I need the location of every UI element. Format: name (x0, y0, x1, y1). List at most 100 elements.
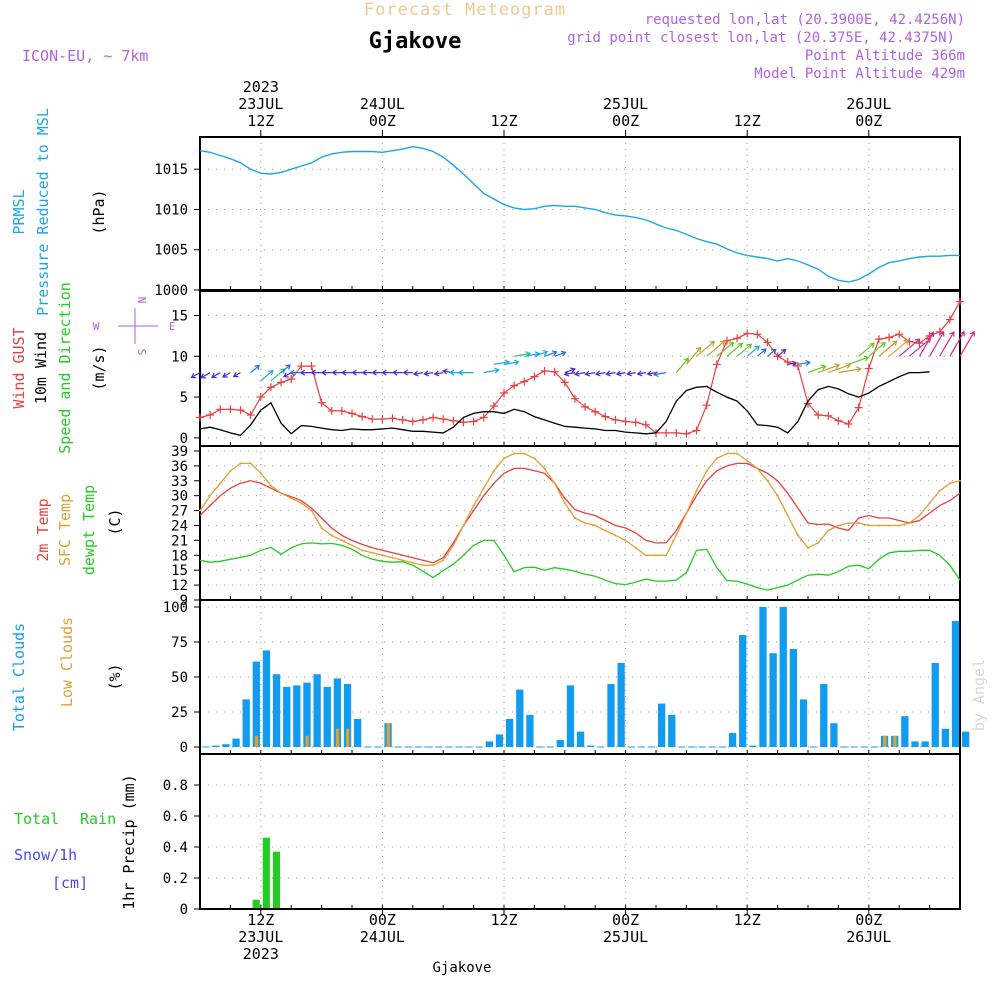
temp-sfc-point (705, 469, 708, 472)
wind-label-unit: (m/s) (90, 345, 108, 390)
gust-point (439, 415, 448, 424)
total-clouds-bar (921, 741, 929, 747)
gust-point (429, 413, 438, 422)
total-clouds-bar (323, 686, 331, 747)
temp-sfc-point (766, 479, 769, 482)
wind-direction-arrow (787, 360, 798, 367)
wind-direction-arrow (675, 357, 690, 373)
compass-e: E (169, 320, 176, 333)
total-clouds-bar (668, 714, 676, 747)
gust-point (337, 406, 346, 415)
precip-label-snow: Snow/1h (14, 846, 77, 864)
gust-point (489, 402, 498, 411)
gust-point (611, 415, 620, 424)
gust-point (844, 419, 853, 428)
temp-sfc-point (604, 529, 607, 532)
total-clouds-bar (617, 663, 625, 747)
gust-point (266, 383, 275, 392)
gust-point (712, 360, 721, 369)
temp-sfc-point (269, 484, 272, 487)
wind-direction-arrow (636, 370, 647, 377)
temp-sfc-point (482, 487, 485, 490)
temp-sfc-point (948, 482, 951, 485)
pressure-label-unit: (hPa) (90, 189, 108, 234)
gust-point (510, 381, 519, 390)
temp-ytick-label: 33 (171, 474, 188, 490)
total-clouds-bar (587, 745, 595, 747)
total-clouds-bar (749, 745, 757, 747)
total-clouds-bar (232, 738, 240, 747)
rain-bar (262, 837, 270, 909)
temp-sfc-point (411, 561, 414, 564)
temp-label-2m: 2m Temp (34, 498, 52, 561)
temp-sfc-point (827, 529, 830, 532)
temp-sfc-point (442, 559, 445, 562)
temp-sfc-point (898, 524, 901, 527)
temp-ytick-label: 18 (171, 548, 188, 564)
wind-direction-arrow (200, 372, 211, 379)
temp-sfc-point (573, 517, 576, 520)
temp-sfc-point (857, 522, 860, 524)
total-clouds-bar (272, 674, 281, 747)
wind-direction-arrow (544, 350, 558, 357)
total-clouds-bar (607, 684, 615, 747)
wind-direction-arrow (626, 370, 636, 377)
top-time-label: 2023 (243, 78, 279, 96)
total-clouds-bar (283, 686, 291, 747)
temp-sfc-point (421, 564, 424, 567)
wind-direction-arrow (939, 331, 955, 357)
wind-direction-arrow (534, 350, 549, 357)
temp-sfc-point (594, 524, 597, 527)
wind-direction-arrow (554, 350, 567, 357)
temp-label-sfc: SFC Temp (56, 494, 74, 566)
temp-ytick-label: 24 (171, 518, 188, 534)
temp-sfc-point (229, 469, 232, 472)
wind-direction-arrow (331, 369, 342, 376)
total-clouds-bar (658, 703, 666, 747)
gust-point (317, 398, 326, 407)
low-clouds-bar (305, 735, 309, 747)
top-time-label: 00Z (612, 112, 639, 130)
precip-ytick-label: 0.2 (163, 871, 188, 887)
gust-point (418, 415, 427, 424)
prmsl-line (199, 145, 960, 283)
gust-point (601, 412, 610, 421)
gust-point (631, 418, 640, 427)
dewpt-line (199, 539, 961, 591)
gust-point (236, 406, 245, 415)
low-clouds-bar (883, 735, 887, 747)
temp-sfc-point (908, 522, 911, 524)
model-label: ICON-EU, ~ 7km (22, 47, 148, 65)
wind-direction-arrow (283, 372, 292, 378)
temp-sfc-point (361, 549, 364, 552)
gust-point (692, 426, 701, 435)
gust-point (368, 415, 377, 424)
gust-point (814, 411, 823, 419)
low-clouds-bar (346, 728, 350, 747)
bottom-time-label: 2023 (243, 945, 279, 963)
top-time-label: 00Z (369, 112, 396, 130)
gust-point (287, 375, 296, 384)
temp-sfc-point (199, 509, 201, 512)
temp-sfc-point (432, 564, 435, 567)
total-clouds-bar (941, 728, 950, 747)
wind-direction-arrow (888, 339, 910, 357)
pressure-ytick-label: 1005 (154, 243, 188, 259)
temp-sfc-point (391, 556, 394, 559)
temp-sfc-point (462, 524, 465, 527)
temp-sfc-point (452, 544, 455, 547)
total-clouds-bar (354, 719, 362, 747)
wind-direction-arrow (299, 369, 312, 376)
clouds-ytick-label: 75 (171, 635, 188, 651)
total-clouds-bar (485, 741, 494, 747)
temp-ytick-label: 36 (171, 459, 188, 475)
precip-label-rain: Rain (80, 810, 116, 828)
temp-sfc-point (644, 554, 647, 557)
low-clouds-bar (254, 735, 259, 747)
total-clouds-bar (242, 699, 250, 747)
total-clouds-bar (506, 719, 514, 747)
gust-point (621, 417, 630, 426)
pressure-label-msl: Pressure Reduced to MSL (34, 108, 52, 316)
